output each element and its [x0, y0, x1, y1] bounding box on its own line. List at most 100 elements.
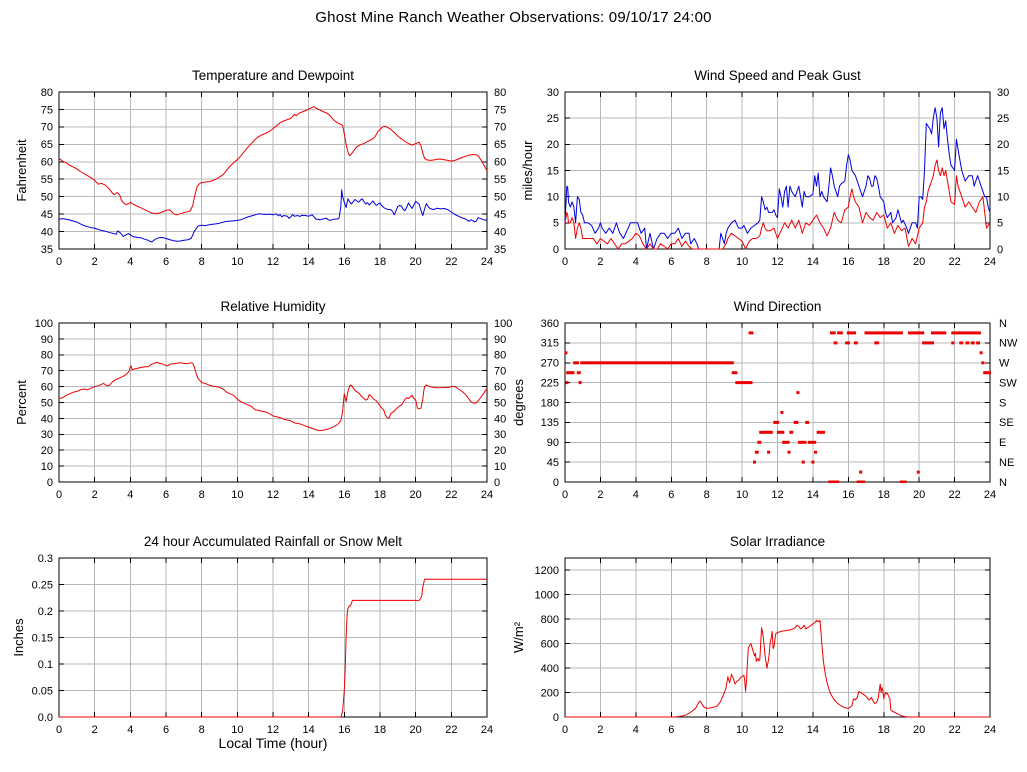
compass-label: NE [999, 457, 1014, 469]
wind-direction-point [787, 450, 791, 454]
x-tick-label: 14 [303, 256, 315, 268]
wind-direction-point [922, 341, 934, 345]
x-tick-label: 16 [338, 724, 350, 736]
wind-direction-point [864, 331, 891, 335]
y-tick-label: 90 [547, 437, 559, 449]
x-tick-label: 0 [562, 489, 568, 501]
compass-label: N [999, 477, 1007, 489]
y-tick-label-right: 30 [997, 87, 1009, 99]
y-tick-label: 0 [553, 712, 559, 724]
y-tick-label: 50 [41, 397, 53, 409]
x-tick-label: 18 [374, 724, 386, 736]
wind-direction-point [900, 480, 907, 483]
y-tick-label: 0 [553, 244, 559, 256]
wind-direction-point [828, 480, 835, 483]
x-tick-label: 6 [668, 489, 674, 501]
y-tick-label-right: 20 [997, 139, 1009, 151]
x-tick-label: 22 [948, 489, 960, 501]
y-tick-label: 0.25 [32, 579, 53, 591]
y-tick-label: 80 [41, 350, 53, 362]
y-tick-label: 0.2 [38, 606, 53, 618]
x-tick-label: 14 [303, 489, 315, 501]
chart-title: Wind Speed and Peak Gust [694, 68, 861, 83]
wind-direction-point [859, 470, 863, 474]
y-tick-label: 30 [547, 87, 559, 99]
wind-direction-point [874, 341, 880, 345]
wind-direction-point [796, 391, 800, 395]
wind-direction-point [889, 331, 903, 335]
y-tick-label: 10 [41, 461, 53, 473]
y-tick-label: 20 [41, 445, 53, 457]
x-tick-label: 24 [481, 256, 493, 268]
y-axis-label: Percent [14, 380, 29, 425]
wind-direction-point [576, 371, 581, 375]
compass-label: N [999, 318, 1007, 330]
wind-direction-point [748, 331, 754, 335]
y-tick-label-right: 90 [494, 334, 506, 346]
wind-direction-point [757, 440, 762, 444]
y-tick-label: 75 [41, 104, 53, 116]
y-tick-label-right: 55 [494, 174, 506, 186]
wind-direction-point [959, 341, 964, 345]
wind-direction-point [565, 381, 569, 385]
tick-marks [564, 322, 991, 483]
y-tick-label: 400 [541, 663, 559, 675]
chart-solar-irradiance: 0 2 4 6 8 10 12 14 16 18 20 22 240200400600800100012… [511, 534, 996, 736]
wind-direction-point [767, 450, 771, 454]
x-tick-label: 6 [163, 489, 169, 501]
x-tick-label: 12 [267, 489, 279, 501]
wind-direction-point [930, 331, 947, 335]
y-tick-label: 315 [541, 338, 559, 350]
y-tick-label-right: 80 [494, 87, 506, 99]
series-wind-direction-points [564, 331, 991, 483]
x-tick-label: 2 [597, 724, 603, 736]
y-tick-label-right: 10 [494, 461, 506, 473]
x-tick-label: 24 [984, 724, 996, 736]
y-tick-label: 0 [47, 477, 53, 489]
y-tick-label-right: 40 [494, 226, 506, 238]
wind-direction-point [976, 341, 980, 345]
wind-direction-point [856, 480, 865, 483]
wind-direction-point [846, 331, 856, 335]
series-solar [565, 619, 990, 718]
x-tick-label: 4 [633, 489, 639, 501]
y-tick-label: 80 [41, 87, 53, 99]
chart-title: Temperature and Dewpoint [192, 68, 354, 83]
x-tick-label: 24 [984, 489, 996, 501]
wind-direction-point [776, 430, 785, 434]
wind-direction-point [801, 460, 805, 464]
x-tick-label: 18 [374, 256, 386, 268]
wind-direction-point [580, 361, 734, 365]
y-tick-label-right: 30 [494, 429, 506, 441]
grid-lines [565, 323, 990, 482]
x-tick-label: 18 [878, 724, 890, 736]
x-tick-label: 20 [410, 489, 422, 501]
tick-marks [58, 91, 488, 250]
x-tick-label: 20 [913, 489, 925, 501]
y-tick-label: 5 [553, 218, 559, 230]
y-tick-label-right: 50 [494, 192, 506, 204]
grid-lines [59, 323, 487, 482]
compass-label: SE [999, 417, 1014, 429]
chart-accumulated-rainfall: 0 2 4 6 8 10 12 14 16 18 20 22 240.00.050.10.150.20.… [11, 534, 493, 751]
x-tick-label: 10 [231, 256, 243, 268]
y-tick-label: 360 [541, 318, 559, 330]
wind-direction-point [907, 331, 925, 335]
x-tick-label: 12 [267, 256, 279, 268]
axis-tick-labels: 0 2 4 6 8 10 12 14 16 18 20 22 240200400600800100012… [535, 565, 997, 736]
y-tick-label: 25 [547, 113, 559, 125]
wind-direction-point [578, 381, 582, 385]
wind-direction-point [833, 341, 838, 345]
y-tick-label-right: 60 [494, 157, 506, 169]
x-tick-label: 10 [736, 724, 748, 736]
wind-direction-point [798, 440, 807, 444]
y-tick-label: 15 [547, 165, 559, 177]
x-tick-label: 8 [704, 489, 710, 501]
